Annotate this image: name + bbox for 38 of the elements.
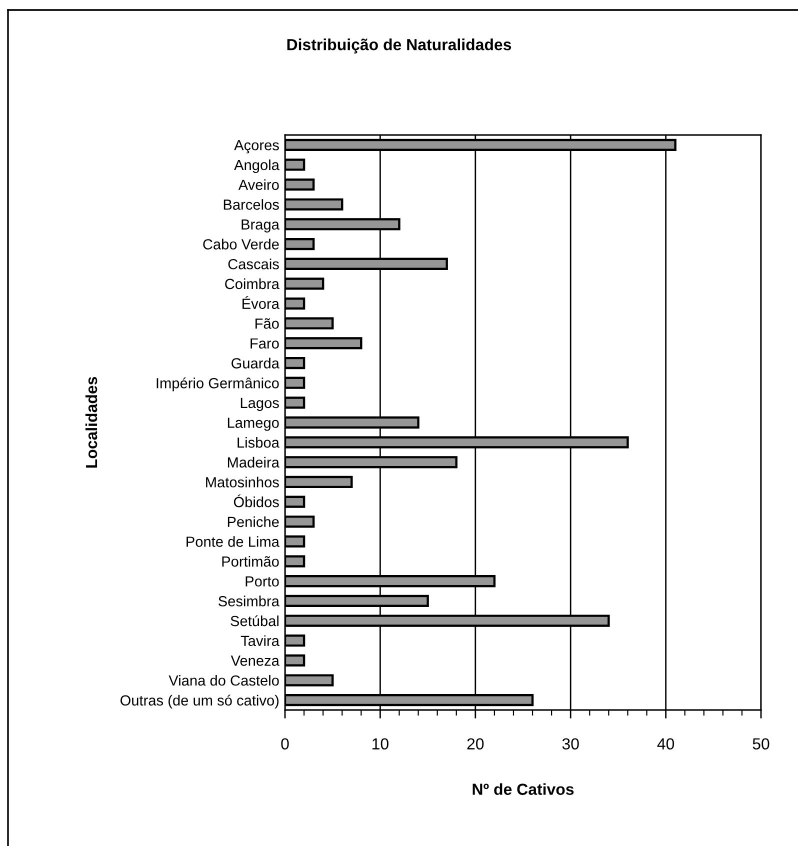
y-tick-label: Tavira	[240, 635, 280, 646]
y-tick-label: Porto	[246, 576, 279, 587]
y-tick-label: Aveiro	[238, 179, 279, 190]
y-tick-label: Portimão	[222, 556, 279, 567]
y-tick-label: Cascais	[228, 258, 279, 270]
y-tick-label: Faro	[250, 338, 279, 349]
y-tick-label: Açores	[234, 140, 279, 154]
y-tick-label: Império Germânico	[156, 377, 279, 392]
y-tick-label: Óbidos	[234, 494, 279, 508]
y-tick-label: Cabo Verde	[203, 238, 279, 250]
y-tick-label: Sesimbra	[218, 596, 280, 606]
y-tick-label: Madeira	[228, 456, 280, 468]
y-tick-label: Braga	[242, 219, 280, 233]
y-tick-label: Fão	[256, 318, 279, 329]
y-tick-label: Veneza	[230, 656, 280, 666]
y-tick-label: Setúbal	[230, 615, 278, 626]
x-tick-label: 50	[752, 738, 770, 750]
y-tick-label: Coimbra	[225, 278, 280, 290]
y-tick-label: Peniche	[228, 516, 279, 528]
y-tick-label: Barcelos	[224, 199, 279, 210]
y-tick-label: Lagos	[240, 398, 279, 411]
y-tick-label: Évora	[242, 296, 280, 309]
y-tick-label: Ponte de Lima	[186, 536, 280, 547]
y-tick-label: Lamego	[228, 418, 279, 431]
x-tick-label: 0	[281, 738, 289, 750]
x-tick-label: 40	[657, 738, 674, 750]
x-tick-label: 30	[562, 738, 579, 750]
x-tick-label: 10	[372, 738, 388, 750]
y-tick-label: Angola	[234, 159, 280, 174]
y-tick-label: Guarda	[232, 358, 280, 368]
y-tick-label: Outras (de um só cativo)	[120, 694, 279, 708]
y-tick-label: Lisboa	[238, 437, 280, 448]
chart-title: Distribuição de Naturalidades	[287, 38, 512, 54]
x-tick-label: 20	[467, 738, 484, 750]
x-axis-title: Nº de Cativos	[472, 783, 574, 795]
y-tick-label: Matosinhos	[206, 476, 279, 488]
y-axis-title: Localidades	[85, 376, 98, 468]
y-tick-label: Viana do Castelo	[168, 674, 279, 686]
